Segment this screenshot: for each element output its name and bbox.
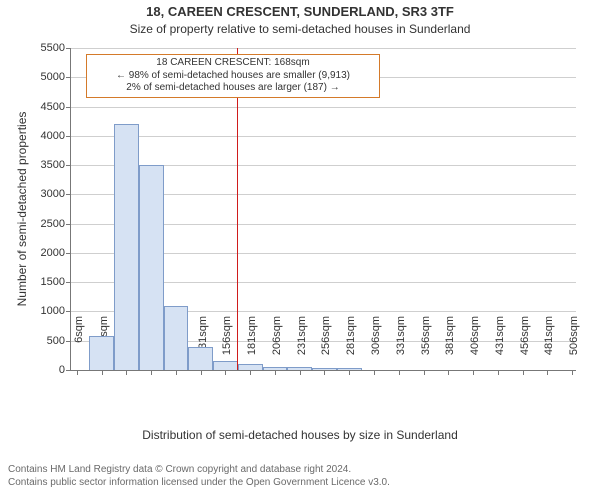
property-size-chart: 18, CAREEN CRESCENT, SUNDERLAND, SR3 3TF… (0, 0, 600, 500)
reference-annotation: 18 CAREEN CRESCENT: 168sqm ← 98% of semi… (86, 54, 380, 98)
histogram-bar (263, 367, 288, 371)
y-tick-label: 3500 (41, 159, 71, 171)
x-tick-label: 6sqm (73, 316, 85, 376)
chart-title: 18, CAREEN CRESCENT, SUNDERLAND, SR3 3TF (0, 4, 600, 19)
chart-subtitle: Size of property relative to semi-detach… (0, 22, 600, 36)
x-tick-label: 506sqm (568, 316, 580, 376)
histogram-bar (337, 368, 362, 370)
x-tick-label: 306sqm (370, 316, 382, 376)
histogram-bar (238, 364, 263, 370)
y-tick-label: 2500 (41, 218, 71, 230)
y-tick-label: 0 (59, 364, 71, 376)
x-tick-label: 456sqm (519, 316, 531, 376)
y-axis-label: Number of semi-detached properties (15, 112, 29, 307)
histogram-bar (164, 306, 189, 370)
footer-line1: Contains HM Land Registry data © Crown c… (8, 464, 592, 477)
footer-line2: Contains public sector information licen… (8, 477, 592, 490)
histogram-bar (188, 347, 213, 370)
y-tick-label: 1500 (41, 276, 71, 288)
gridline (71, 107, 576, 108)
histogram-bar (89, 336, 114, 370)
histogram-bar (312, 368, 337, 370)
x-tick-label: 431sqm (494, 316, 506, 376)
histogram-bar (287, 367, 312, 370)
annotation-line1: 18 CAREEN CRESCENT: 168sqm (93, 57, 373, 70)
y-tick-label: 1000 (41, 305, 71, 317)
y-tick-label: 500 (47, 335, 71, 347)
gridline (71, 48, 576, 49)
x-tick-label: 406sqm (469, 316, 481, 376)
plot-area: 0500100015002000250030003500400045005000… (70, 48, 576, 371)
annotation-line3: 2% of semi-detached houses are larger (1… (93, 82, 373, 95)
x-tick-label: 356sqm (420, 316, 432, 376)
y-tick-label: 2000 (41, 247, 71, 259)
x-tick-label: 481sqm (543, 316, 555, 376)
y-tick-label: 4500 (41, 101, 71, 113)
histogram-bar (114, 124, 139, 370)
x-axis-label: Distribution of semi-detached houses by … (0, 428, 600, 442)
gridline (71, 136, 576, 137)
histogram-bar (139, 165, 164, 370)
y-tick-label: 3000 (41, 188, 71, 200)
annotation-line2: ← 98% of semi-detached houses are smalle… (93, 70, 373, 83)
x-tick-label: 331sqm (395, 316, 407, 376)
y-tick-label: 5000 (41, 71, 71, 83)
x-tick-label: 381sqm (444, 316, 456, 376)
histogram-bar (213, 361, 238, 370)
y-tick-label: 4000 (41, 130, 71, 142)
y-tick-label: 5500 (41, 42, 71, 54)
chart-footer: Contains HM Land Registry data © Crown c… (8, 464, 592, 489)
